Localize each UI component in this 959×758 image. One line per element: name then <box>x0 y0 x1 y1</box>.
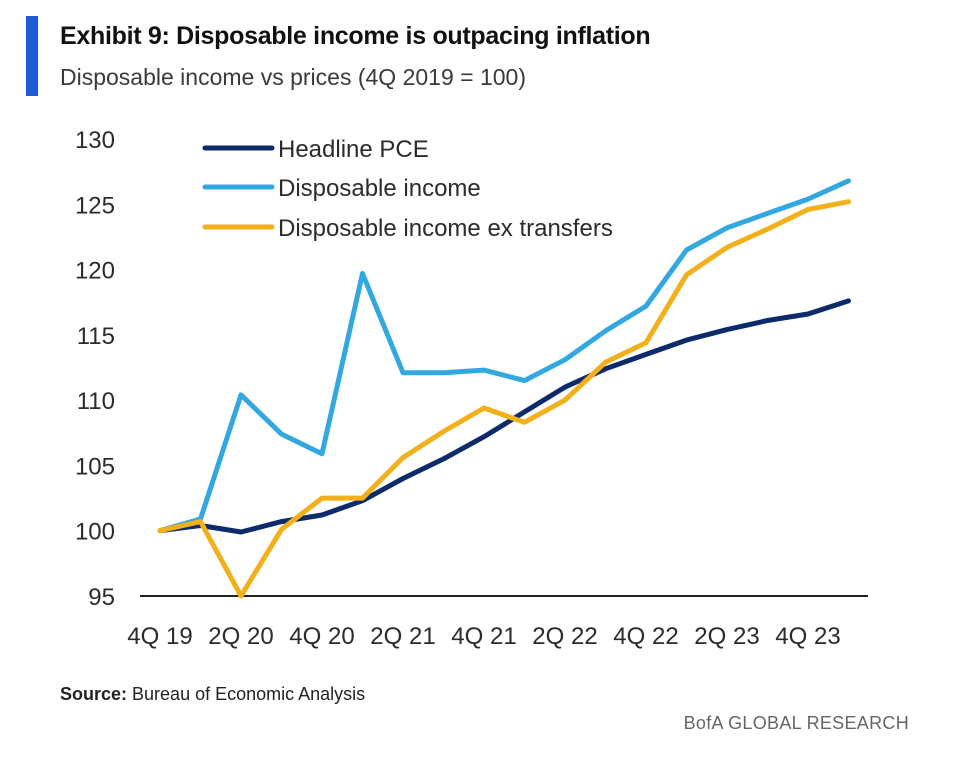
y-tick-label: 115 <box>77 323 115 350</box>
legend-label-disposable-income: Disposable income <box>278 175 481 202</box>
series-group <box>157 178 851 599</box>
y-tick-label: 125 <box>75 192 115 219</box>
x-tick-label: 4Q 22 <box>613 623 678 650</box>
series-line-headline-pce <box>157 298 851 535</box>
line-chart: 95 100 105 110 115 120 125 130 4Q 19 2Q 20 4Q 20 2… <box>75 127 868 650</box>
accent-bar <box>26 16 38 96</box>
y-tick-label: 110 <box>77 388 115 415</box>
source-text: Bureau of Economic Analysis <box>127 684 366 704</box>
legend: Headline PCE Disposable income Disposable … <box>202 136 613 242</box>
y-tick-label: 100 <box>75 519 115 546</box>
legend-label-disposable-income-ex-transfers: Disposable income ex transfers <box>278 215 613 242</box>
x-tick-label: 2Q 21 <box>370 623 435 650</box>
x-axis: 4Q 19 2Q 20 4Q 20 2Q 21 4Q 21 2Q 22 4Q 22 2Q 23… <box>127 595 868 650</box>
y-tick-label: 105 <box>75 453 115 480</box>
x-tick-label: 2Q 22 <box>532 623 597 650</box>
y-tick-label: 95 <box>88 584 115 611</box>
brand-footer: BofA GLOBAL RESEARCH <box>683 713 909 733</box>
x-tick-label: 4Q 23 <box>775 623 840 650</box>
exhibit-title: Exhibit 9: Disposable income is outpacin… <box>60 22 651 50</box>
x-tick-label: 2Q 20 <box>208 623 273 650</box>
x-tick-label: 4Q 21 <box>451 623 516 650</box>
y-axis: 95 100 105 110 115 120 125 130 <box>75 127 115 611</box>
x-tick-label: 4Q 20 <box>289 623 354 650</box>
y-tick-label: 130 <box>75 127 115 154</box>
y-tick-label: 120 <box>75 258 115 285</box>
series-line-disposable-income <box>157 178 851 534</box>
exhibit-subtitle: Disposable income vs prices (4Q 2019 = 1… <box>60 64 526 90</box>
x-tick-label: 4Q 19 <box>127 623 192 650</box>
series-line-disposable-income-ex-transfers <box>157 199 851 599</box>
x-tick-label: 2Q 23 <box>694 623 759 650</box>
legend-label-headline-pce: Headline PCE <box>278 136 429 163</box>
source-note: Source: Bureau of Economic Analysis <box>60 684 365 705</box>
source-label: Source: <box>60 684 128 704</box>
